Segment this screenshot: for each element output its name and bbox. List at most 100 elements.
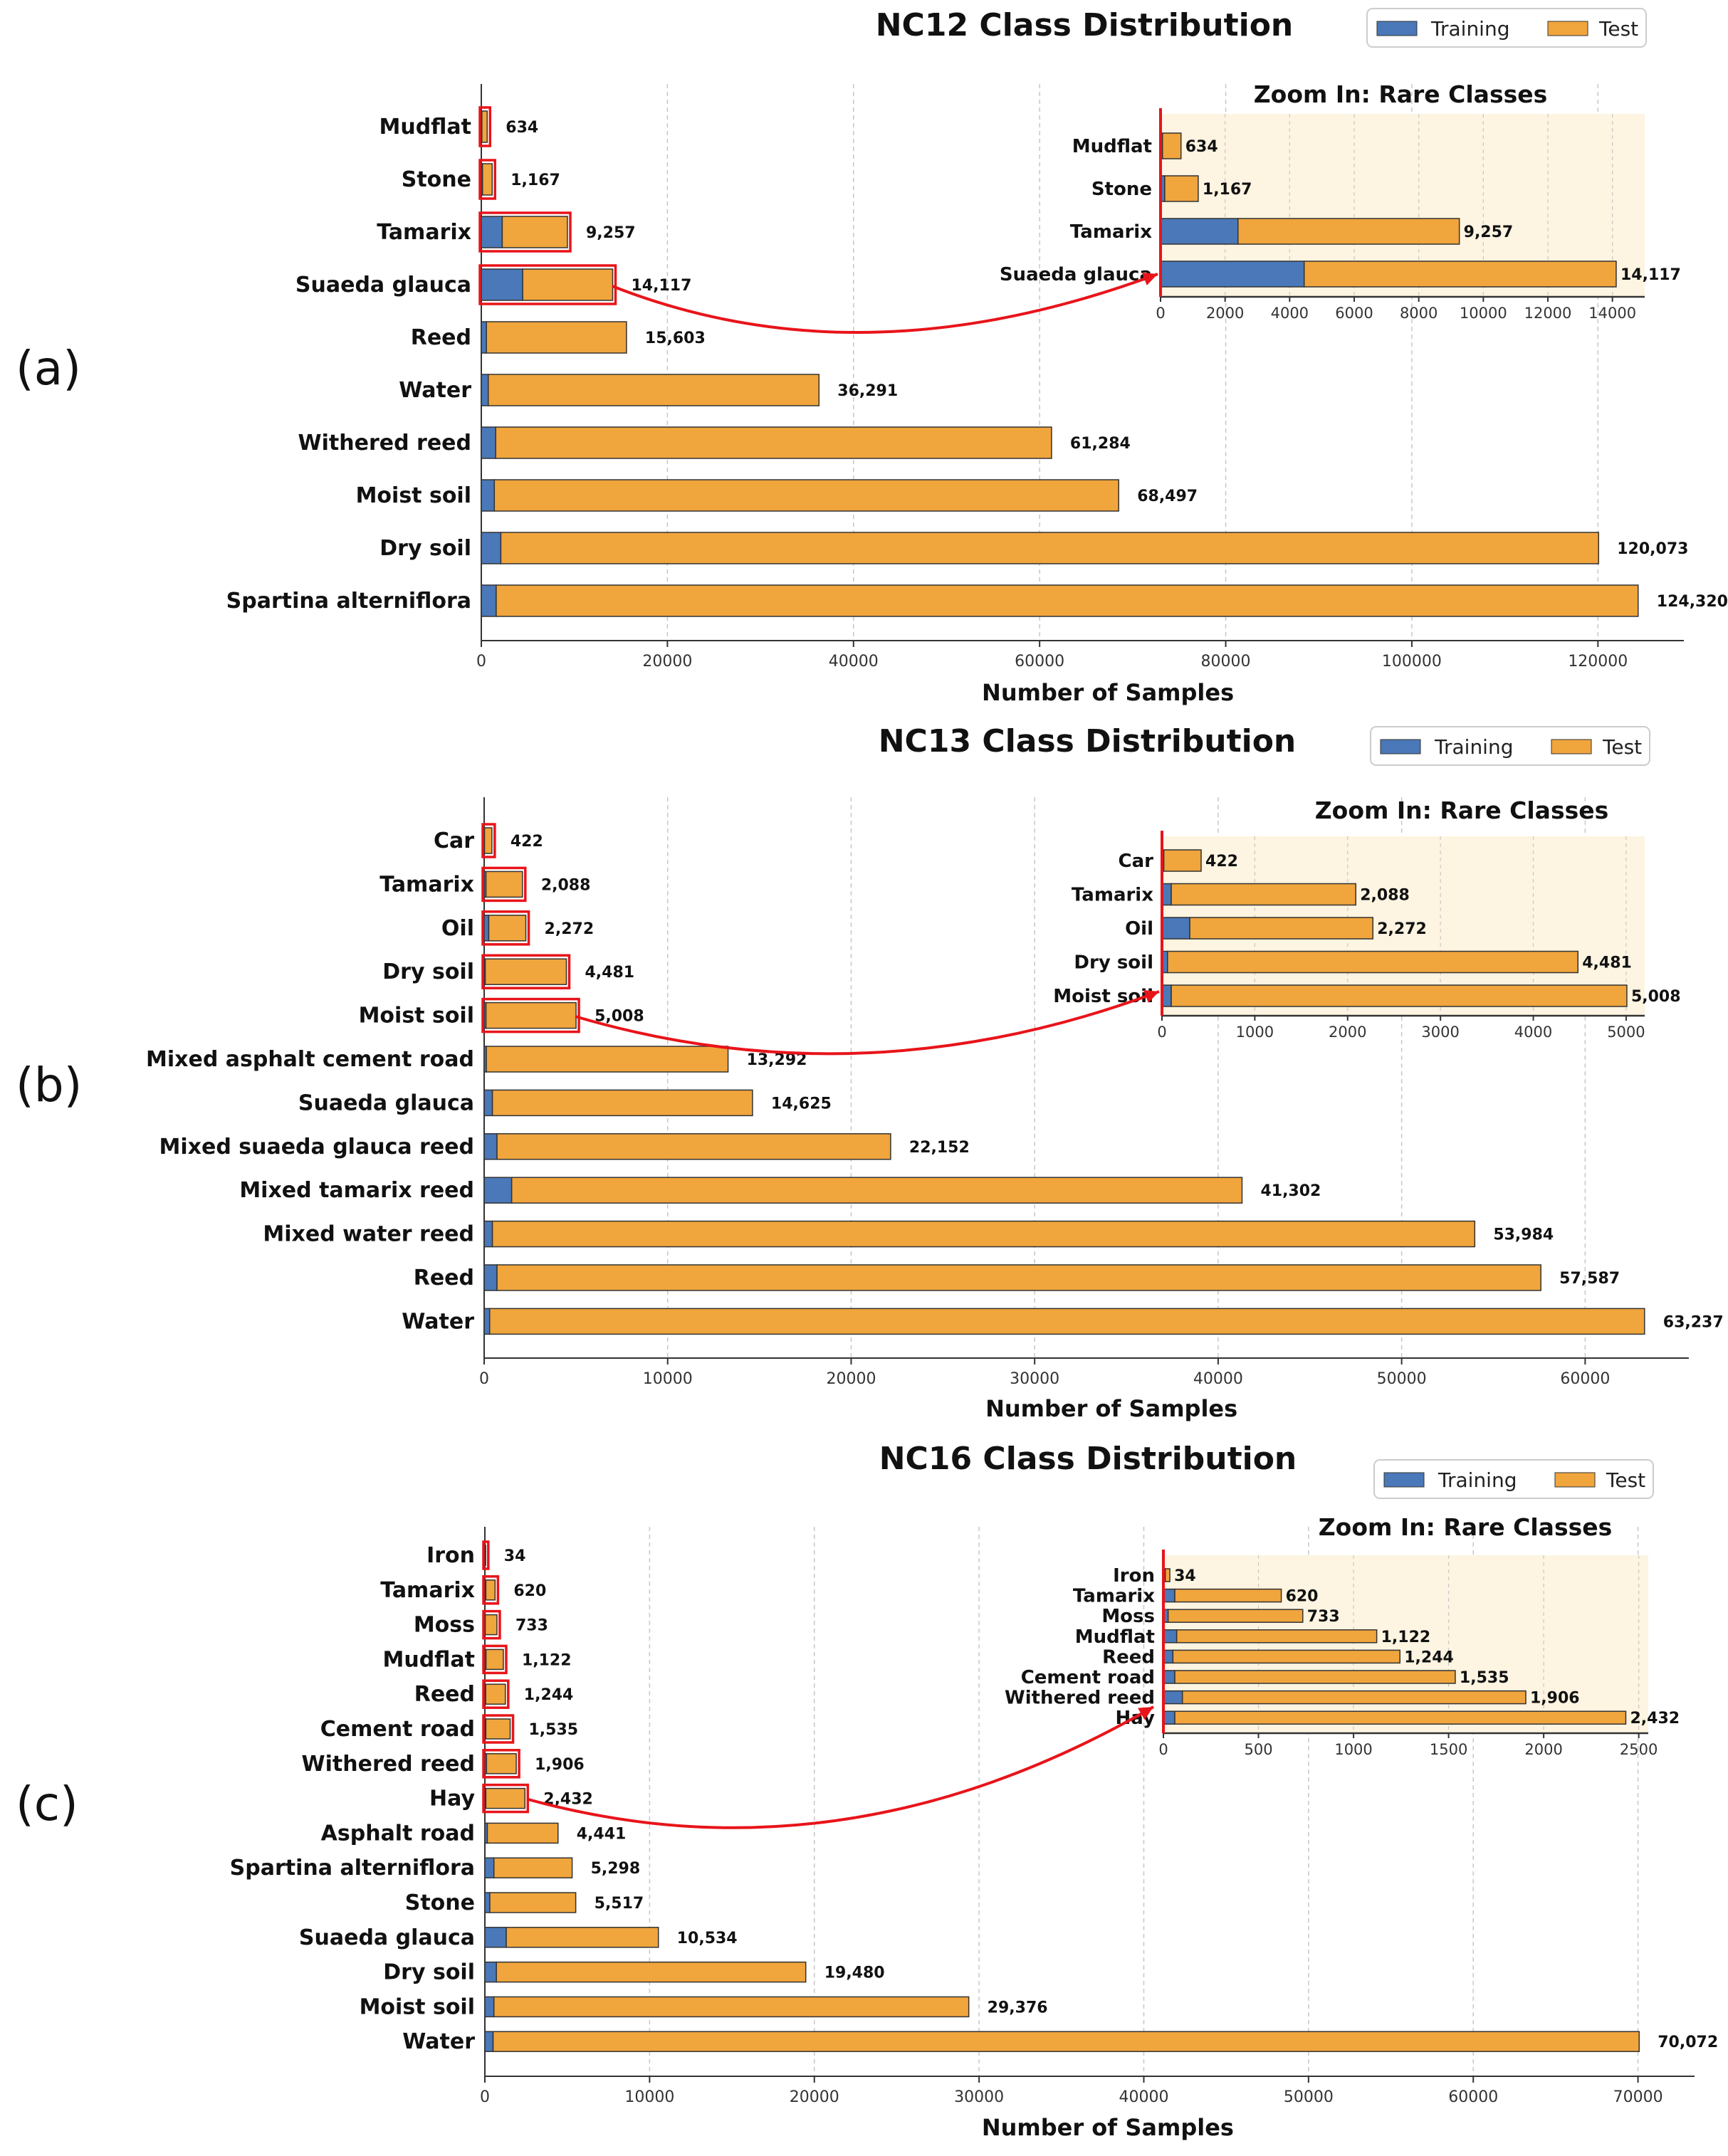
highlight-box (482, 1783, 530, 1814)
x-tick-label: 0 (480, 2088, 490, 2106)
x-tick-label: 0 (476, 653, 486, 671)
bar-test (486, 1822, 559, 1844)
panel-label: (c) (16, 1777, 78, 1831)
legend: Training Test (1373, 1459, 1654, 1499)
inset-bar-total-label: 34 (1174, 1567, 1196, 1585)
bar-training (483, 1220, 493, 1248)
legend-swatch-test (1554, 1472, 1596, 1488)
highlight-box (482, 1679, 510, 1709)
bar-total-label: 4,441 (577, 1825, 627, 1843)
legend-label-training: Training (1434, 735, 1513, 759)
x-tick-label: 120000 (1568, 653, 1628, 671)
inset-bar-training (1161, 917, 1190, 940)
bar-test (486, 1046, 729, 1073)
bar-total-label: 5,008 (595, 1008, 644, 1026)
x-tick-label: 50000 (1377, 1370, 1427, 1388)
highlight-box (482, 1714, 515, 1744)
bar-test (486, 321, 627, 354)
bar-test (493, 1996, 970, 2018)
bar-training (481, 374, 489, 406)
inset-bar-test (1164, 1568, 1171, 1582)
bar-total-label: 5,298 (591, 1860, 641, 1878)
chart-title: NC12 Class Distribution (876, 7, 1294, 43)
inset-y-tick-label: Moist soil (1053, 986, 1153, 1007)
bar-training (484, 1996, 495, 2018)
inset-y-tick-label: Tamarix (1070, 221, 1152, 243)
inset-bar-training (1163, 1710, 1175, 1725)
legend-label-training: Training (1430, 17, 1509, 41)
inset-x-tick-label: 12000 (1524, 305, 1572, 322)
y-tick-label: Reed (411, 325, 471, 350)
legend-box (1373, 1459, 1654, 1499)
bar-training (483, 1308, 491, 1335)
inset-x-tick-label: 500 (1244, 1741, 1272, 1758)
chart-panel-2: (b) NC13 Class Distribution Training Test 0 1… (16, 723, 1724, 1422)
bar-total-label: 1,167 (510, 172, 560, 189)
inset-bar-test (1167, 950, 1579, 974)
bar-test (496, 1961, 807, 1983)
inset-bar-test (1172, 1649, 1400, 1664)
inset-x-tick-label: 1000 (1236, 1024, 1274, 1041)
legend-label-training: Training (1438, 1468, 1517, 1492)
zoom-connector-arrowhead (1142, 272, 1158, 285)
bar-test (488, 915, 527, 942)
x-tick-label: 20000 (826, 1370, 876, 1388)
y-tick-label: Iron (426, 1543, 475, 1568)
bar-total-label: 61,284 (1070, 435, 1131, 453)
inset-bar-total-label: 620 (1286, 1588, 1319, 1606)
inset-x-tick-label: 1500 (1430, 1741, 1467, 1758)
bar-test (496, 1264, 1541, 1291)
bar-total-label: 5,517 (595, 1895, 644, 1913)
y-tick-label: Moist soil (356, 483, 471, 508)
panel-label: (a) (16, 341, 81, 396)
bar-total-label: 124,320 (1657, 593, 1728, 611)
bar-test (491, 1089, 753, 1117)
bar-training (483, 915, 490, 942)
inset-y-tick-label: Oil (1125, 918, 1153, 940)
inset-bar-training (1160, 218, 1239, 245)
bar-total-label: 10,534 (677, 1930, 738, 1947)
inset-y-tick-label: Cement road (1021, 1667, 1155, 1688)
x-tick-label: 50000 (1284, 2088, 1334, 2106)
x-axis-label: Number of Samples (982, 679, 1234, 706)
inset-bar-total-label: 2,432 (1630, 1710, 1680, 1728)
bar-test (485, 1579, 496, 1601)
inset-x-tick-label: 8000 (1400, 305, 1438, 322)
bar-total-label: 29,376 (988, 1999, 1048, 2016)
x-tick-label: 60000 (1448, 2088, 1498, 2106)
inset-bar-training (1163, 1690, 1183, 1705)
inset-y-tick-label: Reed (1102, 1646, 1155, 1668)
inset-bar-total-label: 1,535 (1460, 1669, 1509, 1687)
inset-bar-total-label: 1,167 (1203, 181, 1252, 199)
inset-bar-test (1175, 1629, 1378, 1644)
y-tick-label: Moist soil (360, 1994, 475, 2019)
highlight-box (481, 997, 580, 1034)
y-tick-label: Dry soil (383, 1960, 475, 1985)
inset-y-tick-label: Car (1119, 851, 1154, 872)
inset-x-tick-label: 2000 (1329, 1024, 1366, 1041)
x-tick-label: 60000 (1560, 1370, 1610, 1388)
x-tick-label: 80000 (1201, 653, 1251, 671)
zoom-connector-arrowhead (1138, 1707, 1153, 1720)
inset-x-tick-label: 0 (1158, 1741, 1168, 1758)
y-tick-label: Water (402, 1309, 474, 1334)
bar-training (481, 268, 523, 301)
bar-test (485, 871, 523, 898)
x-tick-label: 10000 (643, 1370, 693, 1388)
y-tick-label: Reed (414, 1266, 474, 1290)
y-tick-label: Moist soil (359, 1004, 474, 1029)
bar-test (510, 1177, 1243, 1204)
inset-bar-total-label: 4,481 (1582, 955, 1632, 972)
y-tick-label: Water (399, 378, 471, 403)
zoom-connector-arrow (612, 273, 1158, 334)
inset-bar-test (1303, 261, 1617, 288)
bar-training (484, 1892, 491, 1913)
inset-title: Zoom In: Rare Classes (1319, 1513, 1613, 1541)
highlight-box (481, 910, 530, 946)
highlight-box (482, 1644, 508, 1675)
inset-bar-total-label: 733 (1307, 1608, 1340, 1626)
y-tick-label: Hay (429, 1787, 475, 1811)
x-tick-label: 30000 (1010, 1370, 1059, 1388)
x-tick-label: 70000 (1613, 2088, 1663, 2106)
bar-total-label: 733 (515, 1617, 548, 1635)
